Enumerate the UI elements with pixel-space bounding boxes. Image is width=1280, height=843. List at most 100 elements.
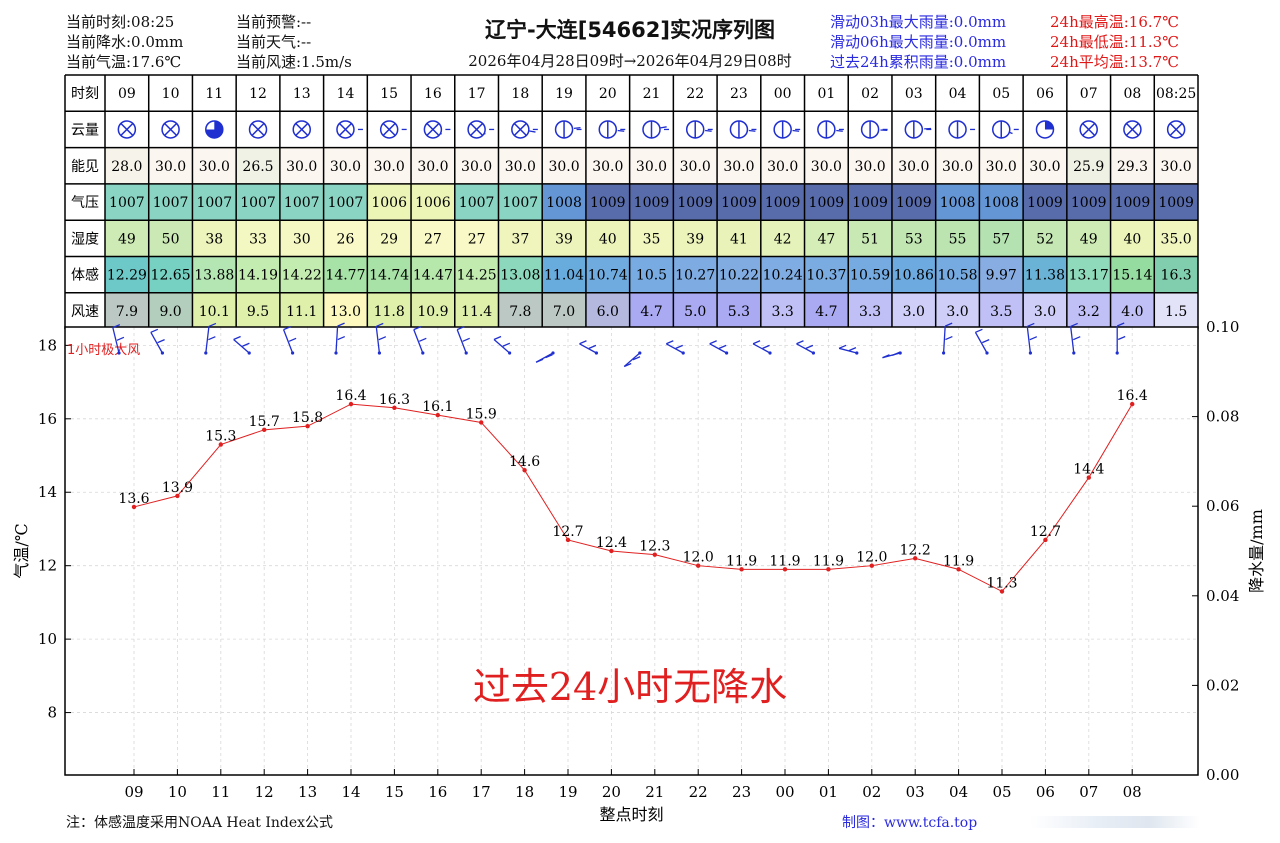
temperature-label: 12.4 — [596, 535, 627, 551]
cell-pressure: 1009 — [1027, 195, 1063, 211]
cell-bg-humidity — [1154, 220, 1198, 257]
cell-bg-pressure — [891, 183, 936, 221]
wind-barb — [1026, 322, 1038, 355]
cell-pressure: 1007 — [153, 195, 189, 211]
cell-wind: 1.5 — [1165, 304, 1187, 320]
cell-hour: 13 — [293, 86, 311, 102]
cell-humidity: 39 — [686, 231, 704, 247]
cell-wind: 5.0 — [684, 304, 706, 320]
cell-wind: 3.3 — [859, 304, 881, 320]
cell-wind: 10.1 — [199, 304, 230, 320]
cell-feels: 13.88 — [194, 268, 234, 284]
cell-pressure: 1008 — [983, 195, 1019, 211]
cell-humidity: 55 — [949, 231, 967, 247]
x-tick-label: 17 — [472, 783, 491, 801]
temperature-label: 12.7 — [1030, 524, 1061, 540]
cloud-wind-tick — [573, 127, 581, 130]
x-tick-label: 04 — [949, 783, 968, 801]
cell-bg-pressure — [717, 183, 761, 221]
temperature-point — [739, 567, 744, 572]
cell-wind: 10.9 — [417, 304, 448, 320]
cell-wind: 5.3 — [728, 304, 750, 320]
plot-area — [65, 327, 1198, 775]
cell-bg-feels — [323, 256, 368, 293]
cell-humidity: 35 — [643, 231, 661, 247]
current-obs-mid: 当前预警:-- 当前天气:-- 当前风速:1.5m/s — [236, 12, 352, 72]
cell-visibility: 30.0 — [155, 159, 186, 175]
cell-bg-humidity — [629, 220, 674, 257]
credit-link[interactable]: 制图：www.tcfa.top — [842, 815, 978, 831]
cell-bg-visibility — [323, 147, 368, 184]
cell-bg-pressure — [1023, 183, 1067, 221]
x-tick-label: 08 — [1123, 783, 1142, 801]
cloud-cover-icon — [292, 120, 311, 139]
cell-hour: 16 — [424, 86, 442, 102]
cell-visibility: 30.0 — [898, 159, 929, 175]
cell-bg-feels — [542, 256, 586, 293]
cell-humidity: 49 — [118, 231, 136, 247]
cell-wind: 9.0 — [159, 304, 181, 320]
temperature-label: 11.9 — [726, 553, 757, 569]
wind-barb — [413, 326, 427, 355]
cell-bg-pressure — [367, 183, 412, 221]
cell-visibility: 26.5 — [242, 159, 273, 175]
temperature-label: 15.3 — [205, 429, 236, 445]
cell-humidity: 53 — [905, 231, 923, 247]
cell-bg-visibility — [673, 147, 718, 184]
cell-bg-visibility — [585, 147, 630, 184]
x-tick-label: 07 — [1079, 783, 1098, 801]
cell-hour: 23 — [730, 86, 748, 102]
cell-pressure: 1009 — [1158, 195, 1194, 211]
temperature-label: 16.3 — [379, 392, 410, 408]
wind-barb — [282, 326, 297, 355]
temperature-point — [1130, 401, 1135, 407]
x-tick-label: 06 — [1036, 783, 1055, 801]
cell-wind: 3.0 — [1034, 304, 1056, 320]
x-tick-label: 22 — [689, 783, 708, 801]
cell-bg-humidity — [848, 220, 892, 257]
cell-pressure: 1009 — [852, 195, 888, 211]
cell-bg-visibility — [1023, 147, 1067, 184]
cell-wind: 3.0 — [903, 304, 925, 320]
cell-wind: 3.2 — [1078, 304, 1100, 320]
cell-hour: 06 — [1036, 86, 1054, 102]
row-label-hour: 时刻 — [71, 86, 99, 102]
cell-bg-humidity — [542, 220, 586, 257]
cell-bg-feels — [498, 256, 543, 293]
cell-visibility: 30.0 — [680, 159, 711, 175]
cell-visibility: 30.0 — [286, 159, 317, 175]
cell-feels: 14.47 — [413, 268, 453, 284]
temperature-label: 11.3 — [986, 575, 1017, 591]
cell-pressure: 1009 — [809, 195, 845, 211]
cell-humidity: 57 — [992, 231, 1010, 247]
temperature-label: 15.7 — [249, 414, 280, 430]
temperature-point — [913, 556, 918, 561]
cloud-cover-icon — [860, 120, 888, 139]
temp-stat-max: 24h最高温:16.7℃ — [1050, 13, 1179, 31]
y-axis-label: 气温/℃ — [12, 523, 31, 578]
cell-hour: 08:25 — [1156, 86, 1196, 102]
cell-bg-humidity — [804, 220, 849, 257]
cell-humidity: 35.0 — [1161, 231, 1192, 247]
cell-bg-feels — [848, 256, 892, 293]
cell-bg-feels — [891, 256, 936, 293]
wind-barb — [375, 322, 387, 355]
cell-feels: 15.14 — [1112, 268, 1152, 284]
cell-bg-feels — [629, 256, 674, 293]
cloud-cover-icon — [379, 120, 407, 139]
cloud-wind-tick — [529, 130, 536, 133]
cell-bg-pressure — [323, 183, 368, 221]
cloud-cover-icon — [642, 120, 669, 139]
cell-wind: 4.7 — [640, 304, 662, 320]
cell-wind: 4.0 — [1121, 304, 1143, 320]
cell-visibility: 30.0 — [811, 159, 842, 175]
cell-humidity: 40 — [599, 231, 617, 247]
temperature-point — [1043, 537, 1048, 543]
cell-bg-feels — [804, 256, 849, 293]
temp-stat-avg: 24h平均温:13.7℃ — [1050, 53, 1179, 71]
no-precip-annotation: 过去24小时无降水 — [473, 665, 787, 709]
cell-feels: 12.29 — [107, 268, 147, 284]
cell-bg-feels — [585, 256, 630, 293]
cell-bg-wind — [192, 292, 237, 330]
cell-bg-pressure — [848, 183, 892, 221]
